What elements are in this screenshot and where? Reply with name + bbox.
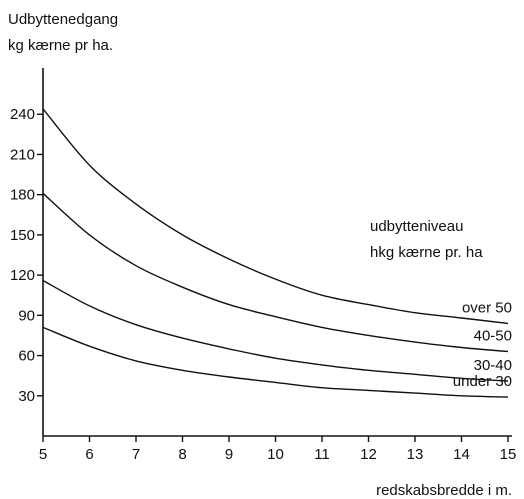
y-tick-label-30: 30 bbox=[18, 388, 35, 405]
x-tick-label-9: 9 bbox=[225, 446, 233, 463]
y-tick-label-90: 90 bbox=[18, 307, 35, 324]
y-axis-title: Udbyttenedgang kg kærne pr ha. bbox=[8, 11, 118, 54]
x-tick-label-7: 7 bbox=[132, 446, 140, 463]
series-line-under-30 bbox=[42, 326, 509, 398]
y-tick-label-60: 60 bbox=[18, 348, 35, 365]
x-tick-label-12: 12 bbox=[360, 446, 377, 463]
series-line-30-40 bbox=[42, 279, 509, 382]
x-tick-label-10: 10 bbox=[267, 446, 284, 463]
series-label-over-50: over 50 bbox=[462, 299, 512, 316]
y-axis-title-line-2: kg kærne pr ha. bbox=[8, 37, 113, 54]
y-tick-label-120: 120 bbox=[10, 267, 35, 284]
legend-title: udbytteniveau hkg kærne pr. ha bbox=[370, 218, 483, 261]
x-tick-label-5: 5 bbox=[39, 446, 47, 463]
x-tick-label-15: 15 bbox=[500, 446, 517, 463]
y-tick-label-210: 210 bbox=[10, 146, 35, 163]
x-axis-title: redskabsbredde i m. bbox=[376, 482, 512, 499]
series-curves bbox=[42, 108, 509, 398]
series-label-under-30: under 30 bbox=[453, 373, 512, 390]
series-line-40-50 bbox=[42, 192, 509, 353]
legend-title-line-1: udbytteniveau bbox=[370, 218, 463, 235]
y-axis-title-line-1: Udbyttenedgang bbox=[8, 11, 118, 28]
series-label-30-40: 30-40 bbox=[474, 357, 512, 374]
y-tick-label-180: 180 bbox=[10, 187, 35, 204]
y-tick-label-150: 150 bbox=[10, 227, 35, 244]
x-axis-ticks: 5 6 7 8 9 10 11 12 13 14 15 bbox=[39, 436, 517, 463]
series-label-40-50: 40-50 bbox=[474, 328, 512, 345]
y-axis-ticks: 30 60 90 120 150 180 210 240 bbox=[10, 106, 43, 405]
series-line-over-50 bbox=[42, 108, 509, 325]
x-tick-label-14: 14 bbox=[453, 446, 470, 463]
x-tick-label-8: 8 bbox=[178, 446, 186, 463]
legend-title-line-2: hkg kærne pr. ha bbox=[370, 244, 483, 261]
x-tick-label-6: 6 bbox=[85, 446, 93, 463]
y-tick-label-240: 240 bbox=[10, 106, 35, 123]
x-tick-label-13: 13 bbox=[407, 446, 424, 463]
x-tick-label-11: 11 bbox=[314, 446, 330, 463]
